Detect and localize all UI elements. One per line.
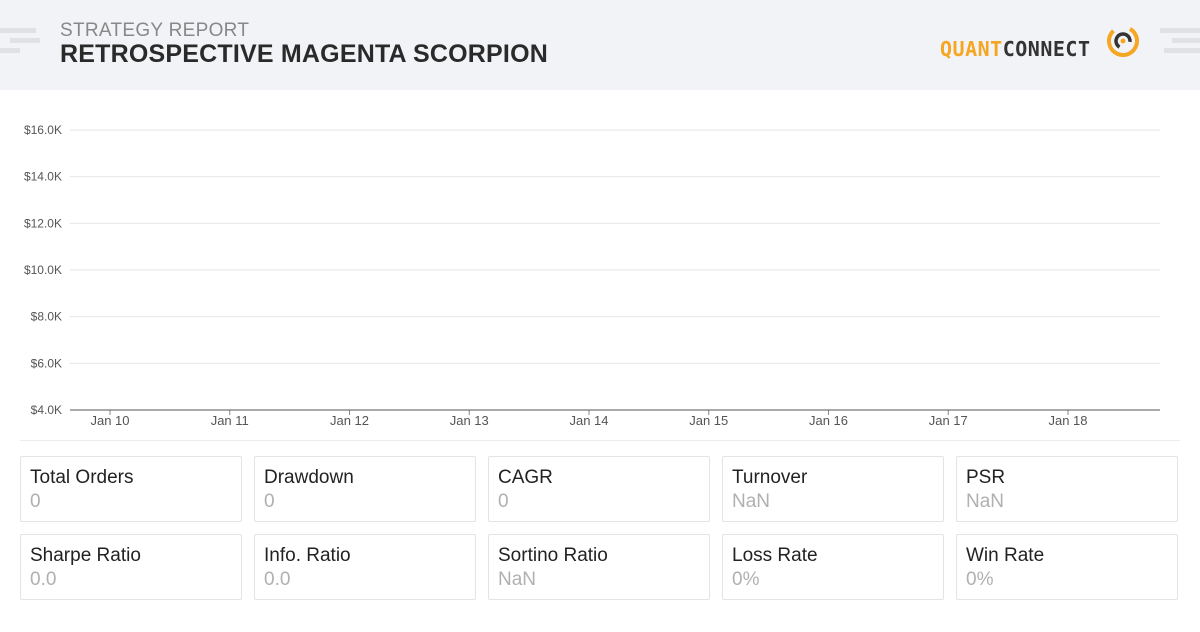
stat-value: 0.0 <box>264 569 291 590</box>
y-tick-label: $16.0K <box>24 123 62 137</box>
x-tick-label: Jan 17 <box>929 413 968 428</box>
x-tick-label: Jan 11 <box>211 413 249 428</box>
y-tick-label: $10.0K <box>24 263 62 277</box>
strategy-title: RETROSPECTIVE MAGENTA SCORPION <box>60 40 548 68</box>
x-tick-label: Jan 16 <box>809 413 848 428</box>
stat-card-turnover: Turnover NaN <box>722 456 944 522</box>
stat-label: CAGR <box>498 467 553 488</box>
x-axis-tick-labels: Jan 10 Jan 11 Jan 12 Jan 13 Jan 14 Jan 15 Jan … <box>90 410 1088 428</box>
section-divider <box>20 440 1180 441</box>
x-tick-label: Jan 12 <box>330 413 369 428</box>
stat-label: Win Rate <box>966 545 1045 566</box>
stat-card-info-ratio: Info. Ratio 0.0 <box>254 534 476 600</box>
y-tick-label: $4.0K <box>31 403 62 417</box>
stat-card-sharpe-ratio: Sharpe Ratio 0.0 <box>20 534 242 600</box>
stat-label: Sortino Ratio <box>498 545 608 566</box>
report-header: STRATEGY REPORT RETROSPECTIVE MAGENTA SC… <box>0 0 1200 90</box>
chart-gridlines <box>70 129 1160 364</box>
stat-label: Turnover <box>732 467 808 488</box>
stat-label: Sharpe Ratio <box>30 545 141 566</box>
y-tick-label: $8.0K <box>31 310 62 324</box>
stat-card-drawdown: Drawdown 0 <box>254 456 476 522</box>
stat-value: 0% <box>966 569 994 590</box>
stat-card-win-rate: Win Rate 0% <box>956 534 1178 600</box>
x-tick-label: Jan 14 <box>569 413 608 428</box>
logo-text-connect: CONNECT <box>1002 37 1091 61</box>
stat-card-sortino-ratio: Sortino Ratio NaN <box>488 534 710 600</box>
stat-label: Drawdown <box>264 467 354 488</box>
y-tick-label: $14.0K <box>24 170 62 184</box>
stat-value: 0 <box>264 491 275 512</box>
stat-value: 0.0 <box>30 569 57 590</box>
stat-label: Total Orders <box>30 467 134 488</box>
logo-wordmark: QUANTCONNECT <box>940 37 1091 61</box>
stat-value: 0% <box>732 569 760 590</box>
x-tick-label: Jan 10 <box>90 413 129 428</box>
stat-card-loss-rate: Loss Rate 0% <box>722 534 944 600</box>
y-tick-label: $12.0K <box>24 216 62 230</box>
stat-value: 0 <box>498 491 509 512</box>
logo-ring-icon <box>1107 25 1139 57</box>
stat-card-total-orders: Total Orders 0 <box>20 456 242 522</box>
stat-value: NaN <box>732 491 771 512</box>
x-tick-label: Jan 15 <box>689 413 728 428</box>
stat-card-psr: PSR NaN <box>956 456 1178 522</box>
x-tick-label: Jan 18 <box>1048 413 1087 428</box>
stat-value: NaN <box>966 491 1005 512</box>
stat-label: PSR <box>966 467 1006 488</box>
y-axis-tick-labels: $16.0K $14.0K $12.0K $10.0K $8.0K $6.0K $4.0K <box>24 123 62 417</box>
report-subtitle: STRATEGY REPORT <box>60 20 250 41</box>
stat-value: NaN <box>498 569 537 590</box>
stat-value: 0 <box>30 491 41 512</box>
stat-label: Loss Rate <box>732 545 818 566</box>
equity-chart: $16.0K$14.0K$12.0K$10.0K$8.0K$6.0K$4.0K … <box>24 123 1160 428</box>
stat-card-cagr: CAGR 0 <box>488 456 710 522</box>
logo-text-quant: QUANT <box>940 37 1003 61</box>
y-tick-label: $6.0K <box>31 356 62 370</box>
x-tick-label: Jan 13 <box>450 413 489 428</box>
stat-label: Info. Ratio <box>264 545 351 566</box>
